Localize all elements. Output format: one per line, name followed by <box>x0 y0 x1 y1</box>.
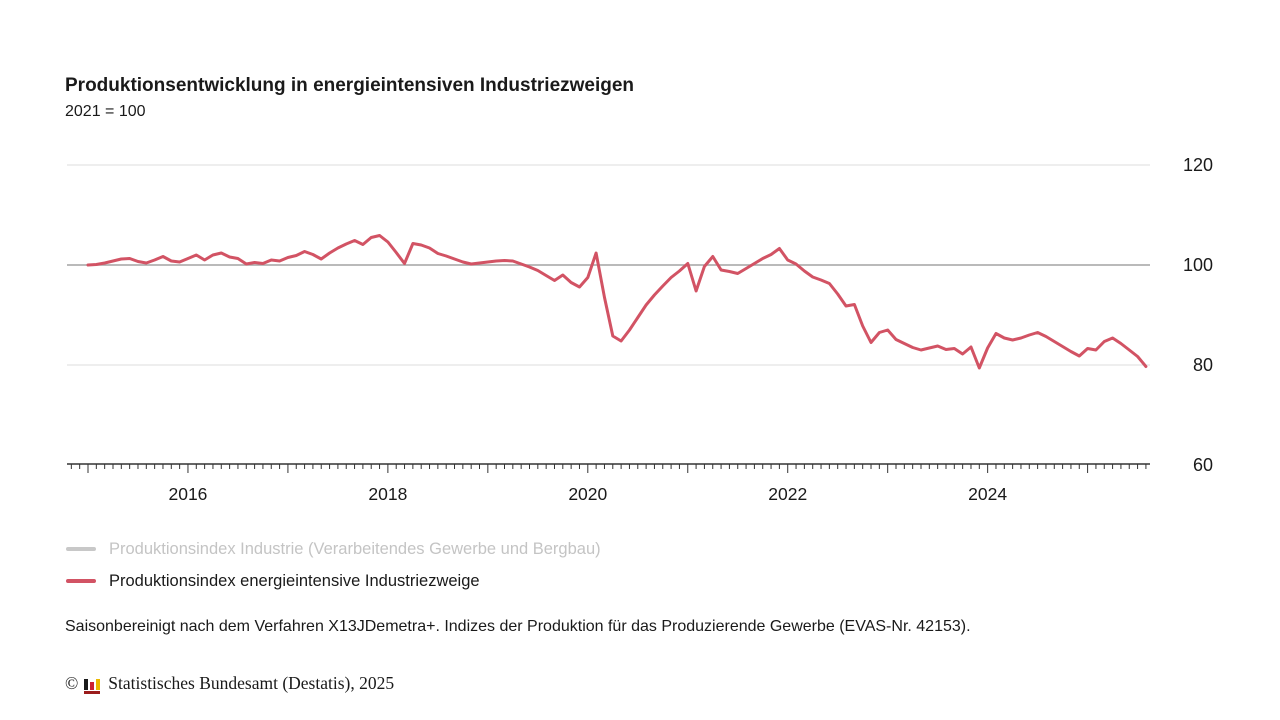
chart-title: Produktionsentwicklung in energieintensi… <box>65 74 635 96</box>
chart-legend: Produktionsindex Industrie (Verarbeitend… <box>66 533 601 597</box>
svg-text:2018: 2018 <box>368 484 407 504</box>
svg-text:2024: 2024 <box>968 484 1007 504</box>
chart-subtitle: 2021 = 100 <box>65 103 146 120</box>
svg-text:2020: 2020 <box>568 484 607 504</box>
legend-label-energieintensiv: Produktionsindex energieintensive Indust… <box>109 571 480 590</box>
copyright-text: Statistisches Bundesamt (Destatis), 2025 <box>108 673 395 693</box>
copyright-symbol: © <box>65 673 79 693</box>
svg-text:60: 60 <box>1193 455 1213 475</box>
svg-text:120: 120 <box>1183 155 1213 175</box>
svg-text:80: 80 <box>1193 355 1213 375</box>
destatis-logo-icon <box>84 677 101 694</box>
copyright-line: © Statistisches Bundesamt (Destatis), 20… <box>65 673 394 694</box>
svg-text:100: 100 <box>1183 255 1213 275</box>
legend-swatch-gray <box>66 547 96 551</box>
legend-item-energieintensive-industriezweige[interactable]: Produktionsindex energieintensive Indust… <box>66 565 601 597</box>
footnote: Saisonbereinigt nach dem Verfahren X13JD… <box>65 618 971 635</box>
svg-text:2016: 2016 <box>168 484 207 504</box>
production-line-chart[interactable]: 120 100 80 60 2016 2018 2020 2022 2024 <box>0 0 1280 520</box>
legend-label-industrie: Produktionsindex Industrie (Verarbeitend… <box>109 539 601 558</box>
legend-swatch-red <box>66 579 96 583</box>
legend-item-produktionsindex-industrie[interactable]: Produktionsindex Industrie (Verarbeitend… <box>66 533 601 565</box>
svg-text:2022: 2022 <box>768 484 807 504</box>
